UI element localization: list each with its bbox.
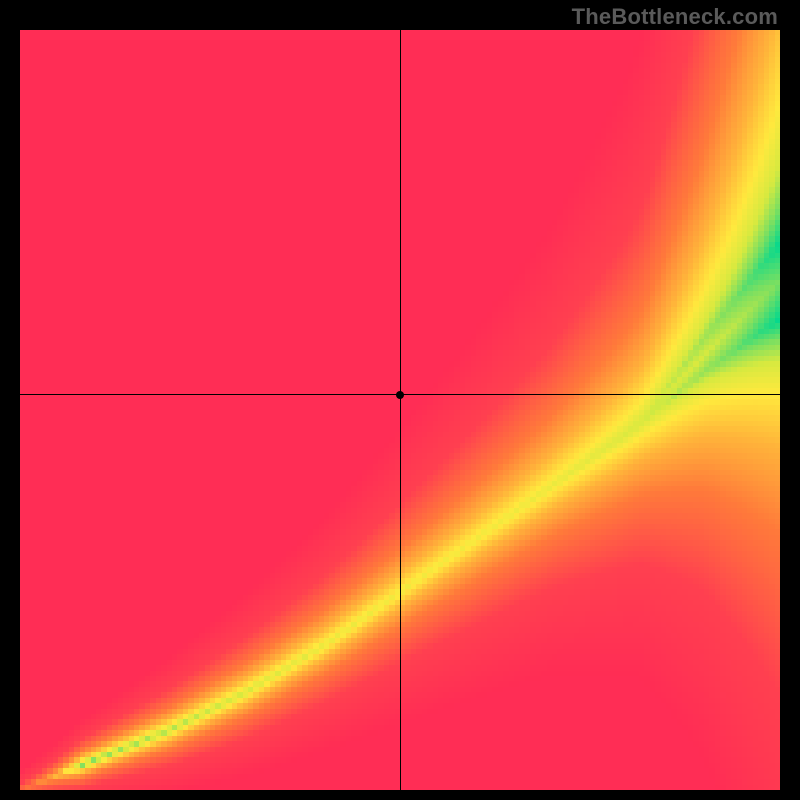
crosshair-vertical: [400, 30, 401, 790]
crosshair-dot: [396, 391, 404, 399]
heatmap-plot: [20, 30, 780, 790]
watermark-text: TheBottleneck.com: [572, 4, 778, 30]
